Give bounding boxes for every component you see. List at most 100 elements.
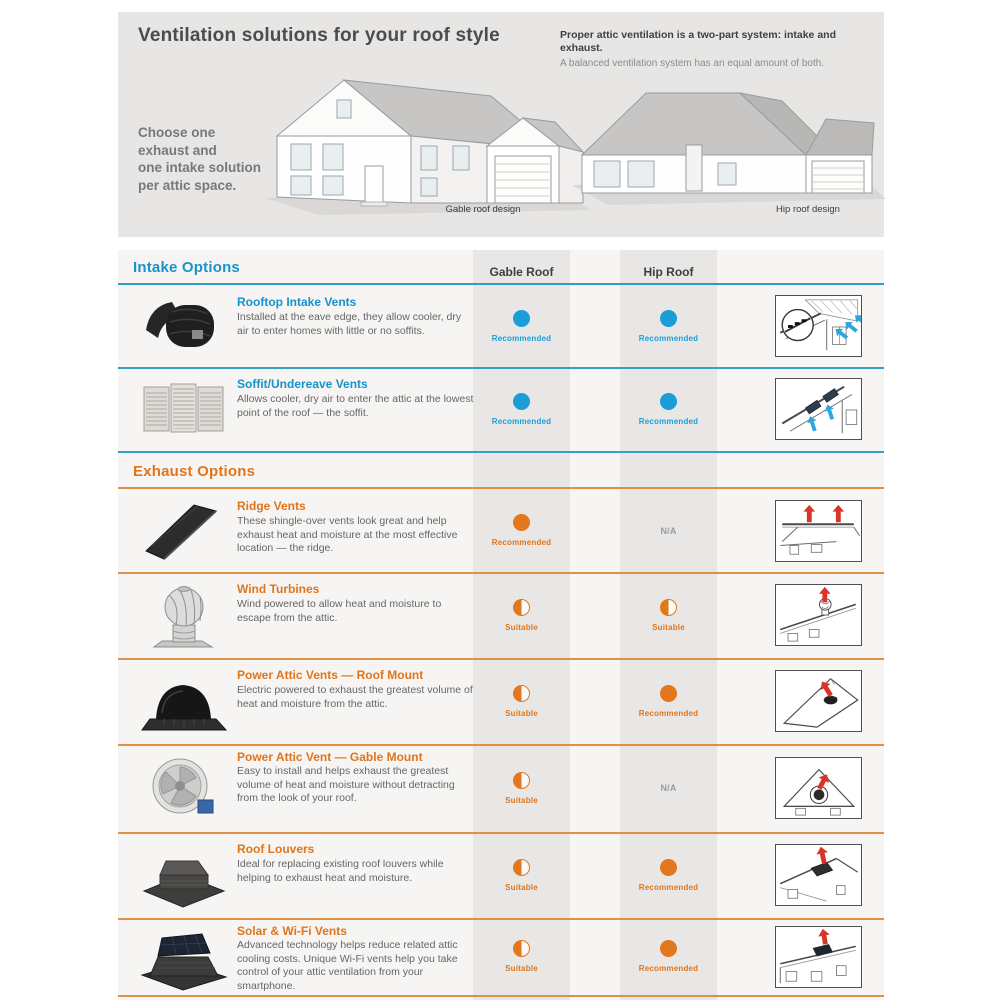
row-description: Ideal for replacing existing roof louver… — [237, 858, 444, 884]
row-description: Easy to install and helps exhaust the gr… — [237, 765, 455, 805]
hip-house-illustration — [572, 92, 886, 205]
choose-instruction: Choose one exhaust and one intake soluti… — [138, 124, 261, 194]
table-row-wind-turbines: Wind Turbines Wind powered to allow heat… — [118, 572, 884, 660]
status-label: N/A — [660, 783, 677, 793]
choose-line: exhaust and — [138, 142, 217, 158]
intake-options-header: Intake Options — [133, 259, 240, 276]
status-label: Suitable — [505, 708, 538, 718]
column-header-hip-roof: Hip Roof — [643, 265, 694, 279]
status-label: Recommended — [638, 882, 699, 892]
hip-status-cell: N/A — [620, 489, 717, 572]
exhaust-louver-on-roof-diagram — [775, 844, 862, 906]
status-label: Suitable — [505, 964, 538, 973]
table-row-power-attic-vent-gable-mount: Power Attic Vent — Gable Mount Easy to i… — [118, 744, 884, 834]
gable-status-cell: Suitable — [473, 918, 570, 995]
gable-status-cell: Recommended — [473, 367, 570, 451]
intro-note-bold: Proper attic ventilation is a two-part s… — [560, 29, 836, 55]
row-title: Power Attic Vent — Gable Mount — [237, 750, 423, 764]
ridge-vent-strip-photo — [132, 489, 234, 572]
recommended-dot-icon — [513, 514, 530, 531]
page-title: Ventilation solutions for your roof styl… — [138, 25, 500, 46]
hip-status-cell: Recommended — [620, 658, 717, 744]
suitable-half-dot-icon — [513, 598, 530, 616]
table-row-power-attic-vents-roof-mount: Power Attic Vents — Roof Mount Electric … — [118, 658, 884, 746]
row-description: Allows cooler, dry air to enter the atti… — [237, 393, 474, 419]
row-description: These shingle-over vents look great and … — [237, 515, 458, 555]
status-label: Suitable — [652, 622, 685, 632]
rolled-rooftop-intake-vent-photo — [132, 285, 234, 367]
exhaust-turbine-on-roof-diagram — [775, 584, 862, 646]
row-description: Installed at the eave edge, they allow c… — [237, 311, 462, 337]
solar-wifi-vent-photo — [132, 918, 234, 995]
choose-line: per attic space. — [138, 177, 237, 193]
recommended-dot-icon — [513, 392, 530, 410]
gable-status-cell: Suitable — [473, 658, 570, 744]
status-label: Recommended — [638, 708, 699, 718]
recommended-dot-icon — [660, 858, 677, 876]
status-label: Recommended — [491, 416, 552, 426]
row-title: Roof Louvers — [237, 842, 315, 856]
hip-status-cell: N/A — [620, 744, 717, 832]
status-label: Recommended — [638, 964, 699, 973]
status-label: Recommended — [638, 416, 699, 426]
gable-roof-design-label: Gable roof design — [445, 204, 521, 215]
gable-status-cell: Suitable — [473, 572, 570, 658]
intake-at-eave-diagram — [775, 295, 862, 357]
hip-status-cell: Recommended — [620, 832, 717, 918]
comparison-table: Intake Options Gable Roof Hip Roof Exhau… — [118, 250, 884, 1000]
table-row-solar-wifi-vents: Solar & Wi-Fi Vents Advanced technology … — [118, 918, 884, 997]
row-title: Wind Turbines — [237, 582, 320, 596]
exhaust-section-rule — [118, 487, 884, 489]
exhaust-gable-fan-diagram — [775, 757, 862, 819]
row-title: Ridge Vents — [237, 499, 306, 513]
column-header-gable-roof: Gable Roof — [489, 265, 554, 279]
suitable-half-dot-icon — [513, 858, 530, 876]
soffit-vent-panels-photo — [132, 367, 234, 451]
status-label: Suitable — [505, 622, 538, 632]
suitable-half-dot-icon — [513, 771, 530, 789]
suitable-half-dot-icon — [660, 598, 677, 616]
gable-status-cell: Suitable — [473, 832, 570, 918]
roof-louver-photo — [132, 832, 234, 918]
row-title: Power Attic Vents — Roof Mount — [237, 668, 424, 682]
exhaust-solar-vent-diagram — [775, 925, 862, 988]
intake-at-soffit-diagram — [775, 378, 862, 440]
row-description: Wind powered to allow heat and moisture … — [237, 598, 442, 624]
choose-line: Choose one — [138, 125, 216, 140]
suitable-half-dot-icon — [513, 684, 530, 702]
row-description: Advanced technology helps reduce related… — [237, 939, 458, 992]
table-row-ridge-vents: Ridge Vents These shingle-over vents loo… — [118, 489, 884, 574]
choose-line: one intake solution — [138, 160, 262, 176]
table-row-roof-louvers: Roof Louvers Ideal for replacing existin… — [118, 832, 884, 920]
exhaust-at-ridge-diagram — [775, 499, 862, 562]
hip-status-cell: Recommended — [620, 918, 717, 995]
exhaust-dome-on-roof-diagram — [775, 670, 862, 732]
row-description: Electric powered to exhaust the greatest… — [237, 684, 473, 710]
power-attic-vent-gable-mount-photo — [132, 744, 234, 832]
hip-status-cell: Recommended — [620, 367, 717, 451]
suitable-half-dot-icon — [513, 940, 530, 957]
recommended-dot-icon — [513, 309, 530, 327]
row-title: Soffit/Undereave Vents — [237, 377, 368, 391]
recommended-dot-icon — [660, 392, 677, 410]
exhaust-options-header: Exhaust Options — [133, 463, 256, 480]
wind-turbine-photo — [132, 572, 234, 658]
status-label: Recommended — [491, 333, 552, 343]
status-label: Suitable — [505, 795, 538, 805]
gable-status-cell: Suitable — [473, 744, 570, 832]
row-title: Rooftop Intake Vents — [237, 295, 357, 309]
gable-house-illustration — [265, 79, 591, 215]
gable-status-cell: Recommended — [473, 285, 570, 367]
intro-note: Proper attic ventilation is a two-part s… — [560, 29, 865, 69]
recommended-dot-icon — [660, 309, 677, 327]
intro-note-sub: A balanced ventilation system has an equ… — [560, 58, 825, 70]
status-label: N/A — [660, 525, 677, 536]
hip-status-cell: Suitable — [620, 572, 717, 658]
recommended-dot-icon — [660, 940, 677, 957]
power-attic-vent-roof-mount-photo — [132, 658, 234, 744]
table-row-soffit-undereave-vents: Soffit/Undereave Vents Allows cooler, dr… — [118, 367, 884, 453]
status-label: Recommended — [638, 333, 699, 343]
hip-status-cell: Recommended — [620, 285, 717, 367]
table-row-rooftop-intake-vents: Rooftop Intake Vents Installed at the ea… — [118, 285, 884, 369]
